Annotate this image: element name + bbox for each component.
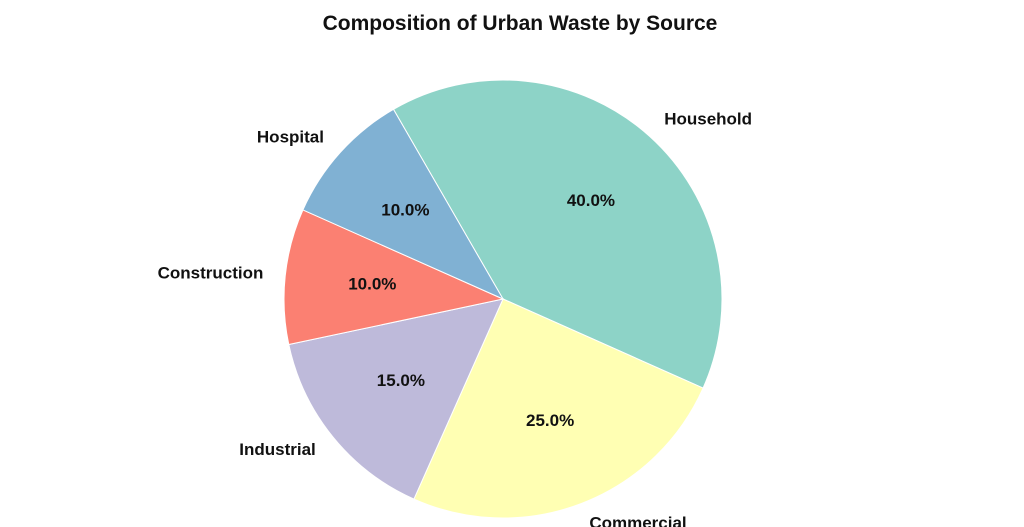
chart-title: Composition of Urban Waste by Source xyxy=(323,12,718,35)
value-label-commercial: 25.0% xyxy=(526,411,574,430)
value-label-industrial: 15.0% xyxy=(377,371,425,390)
category-label-construction: Construction xyxy=(158,263,264,282)
category-label-industrial: Industrial xyxy=(239,440,316,459)
pie-slice-construction xyxy=(283,209,505,346)
pie-slice-hospital xyxy=(302,108,505,301)
value-label-hospital: 10.0% xyxy=(381,201,429,220)
pie-labels: Household 40.0% Commercial 25.0% Industrial 1… xyxy=(158,109,752,527)
value-label-construction: 10.0% xyxy=(348,275,396,294)
category-label-commercial: Commercial xyxy=(589,513,686,527)
pie-slice-household xyxy=(392,79,723,389)
pie-slices xyxy=(283,79,723,519)
category-label-hospital: Hospital xyxy=(257,127,324,146)
pie-slice-industrial xyxy=(288,298,504,500)
pie-slice-commercial xyxy=(413,298,704,519)
value-label-household: 40.0% xyxy=(567,191,615,210)
category-label-household: Household xyxy=(664,109,752,128)
